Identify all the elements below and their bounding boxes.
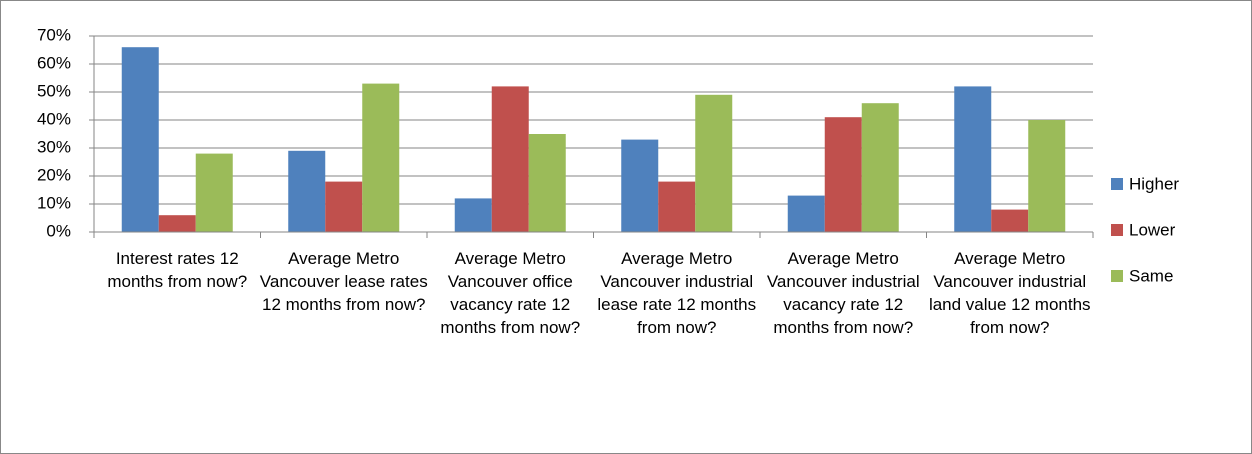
legend-label: Higher (1129, 174, 1179, 193)
bar (824, 117, 862, 232)
y-tick-label: 30% (37, 137, 71, 156)
x-tick-label: Interest rates 12 months from now? (107, 249, 248, 291)
y-tick-label: 70% (37, 25, 71, 44)
bar (362, 83, 400, 232)
y-tick-label: 60% (37, 53, 71, 72)
bar (288, 150, 326, 232)
legend-label: Same (1129, 266, 1173, 285)
x-tick-label: Average Metro Vancouver industrial lease… (597, 249, 757, 337)
bar (195, 153, 233, 232)
y-tick-label: 50% (37, 81, 71, 100)
y-tick-label: 10% (37, 193, 71, 212)
bar (325, 181, 363, 232)
x-tick-label: Average Metro Vancouver industrial land … (928, 249, 1091, 337)
bar (1028, 120, 1066, 232)
x-tick-label: Average Metro Vancouver industrial vacan… (766, 249, 920, 337)
y-tick-label: 20% (37, 165, 71, 184)
bar (695, 94, 733, 232)
legend-swatch (1111, 178, 1123, 190)
legend-swatch (1111, 270, 1123, 282)
legend-label: Lower (1129, 220, 1176, 239)
bar (454, 198, 492, 232)
x-tick-label: Average Metro Vancouver lease rates 12 m… (259, 249, 428, 314)
y-tick-label: 40% (37, 109, 71, 128)
bar (621, 139, 659, 232)
bar (954, 86, 992, 233)
bar (991, 209, 1029, 232)
bar (491, 86, 529, 233)
bar (658, 181, 696, 232)
legend-swatch (1111, 224, 1123, 236)
y-tick-label: 0% (46, 221, 71, 240)
bar (861, 103, 899, 232)
bar (158, 215, 196, 232)
bar (787, 195, 825, 232)
x-tick-label: Average Metro Vancouver office vacancy r… (440, 249, 581, 337)
bar (528, 134, 566, 232)
bar (121, 47, 159, 233)
